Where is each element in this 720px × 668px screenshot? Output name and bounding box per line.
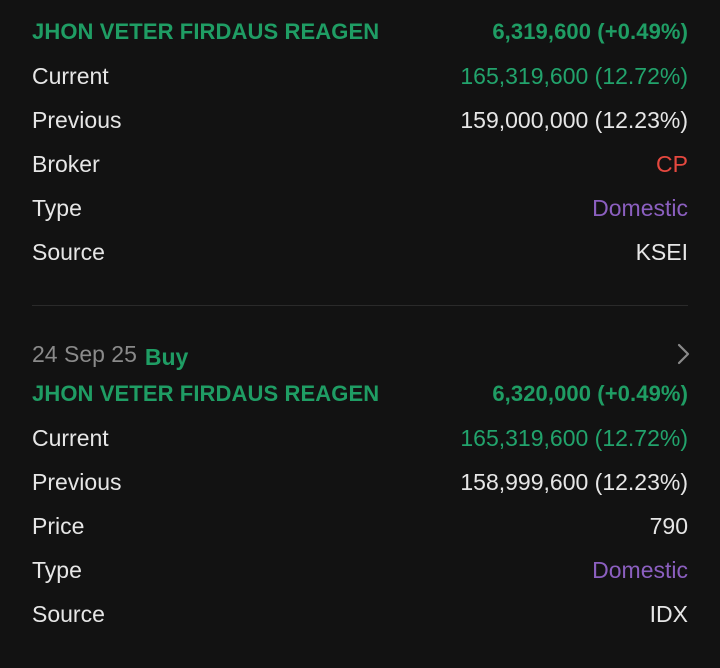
detail-row-previous: Previous 158,999,600 (12.23%)	[32, 460, 688, 504]
investor-type: Domestic	[592, 556, 688, 583]
detail-row-type: Type Domestic	[32, 186, 688, 230]
detail-row-type: Type Domestic	[32, 548, 688, 592]
detail-label: Source	[32, 600, 105, 627]
detail-label: Current	[32, 62, 109, 89]
data-source: IDX	[649, 600, 688, 627]
detail-label: Type	[32, 556, 82, 583]
detail-value: 159,000,000 (12.23%)	[460, 106, 688, 133]
detail-row-source: Source KSEI	[32, 230, 688, 274]
detail-row-source: Source IDX	[32, 592, 688, 636]
detail-value: 165,319,600 (12.72%)	[460, 424, 688, 451]
chevron-right-icon[interactable]	[668, 339, 698, 369]
transaction-card[interactable]: 24 Sep 25 Buy JHON VETER FIRDAUS REAGEN …	[32, 336, 690, 636]
investor-type: Domestic	[592, 194, 688, 221]
detail-label: Previous	[32, 106, 122, 133]
detail-row-current: Current 165,319,600 (12.72%)	[32, 54, 688, 98]
transaction-action: Buy	[144, 343, 189, 370]
transaction-date: 24 Sep 25	[32, 340, 137, 367]
detail-row-broker: Broker CP	[32, 142, 688, 186]
detail-row-price: Price 790	[32, 504, 688, 548]
detail-label: Previous	[32, 468, 122, 495]
holding-change: 6,319,600 (+0.49%)	[492, 19, 688, 44]
detail-label: Price	[32, 512, 85, 539]
detail-row-previous: Previous 159,000,000 (12.23%)	[32, 98, 688, 142]
card-divider	[32, 305, 688, 306]
holder-row: JHON VETER FIRDAUS REAGEN 6,319,600 (+0.…	[32, 10, 688, 54]
broker-code: CP	[656, 150, 688, 177]
data-source: KSEI	[635, 238, 688, 265]
holding-change: 6,320,000 (+0.49%)	[492, 381, 688, 406]
transaction-card[interactable]: JHON VETER FIRDAUS REAGEN 6,319,600 (+0.…	[32, 0, 688, 274]
holder-name: JHON VETER FIRDAUS REAGEN	[32, 381, 380, 406]
detail-label: Source	[32, 238, 105, 265]
detail-label: Type	[32, 194, 82, 221]
detail-label: Broker	[32, 150, 100, 177]
detail-value: 165,319,600 (12.72%)	[460, 62, 688, 89]
card-header[interactable]: 24 Sep 25 Buy	[32, 336, 690, 372]
price-value: 790	[649, 512, 688, 539]
detail-row-current: Current 165,319,600 (12.72%)	[32, 416, 688, 460]
holder-row: JHON VETER FIRDAUS REAGEN 6,320,000 (+0.…	[32, 372, 688, 416]
card-header-partial	[32, 0, 688, 10]
detail-label: Current	[32, 424, 109, 451]
detail-value: 158,999,600 (12.23%)	[460, 468, 688, 495]
holder-name: JHON VETER FIRDAUS REAGEN	[32, 19, 380, 44]
